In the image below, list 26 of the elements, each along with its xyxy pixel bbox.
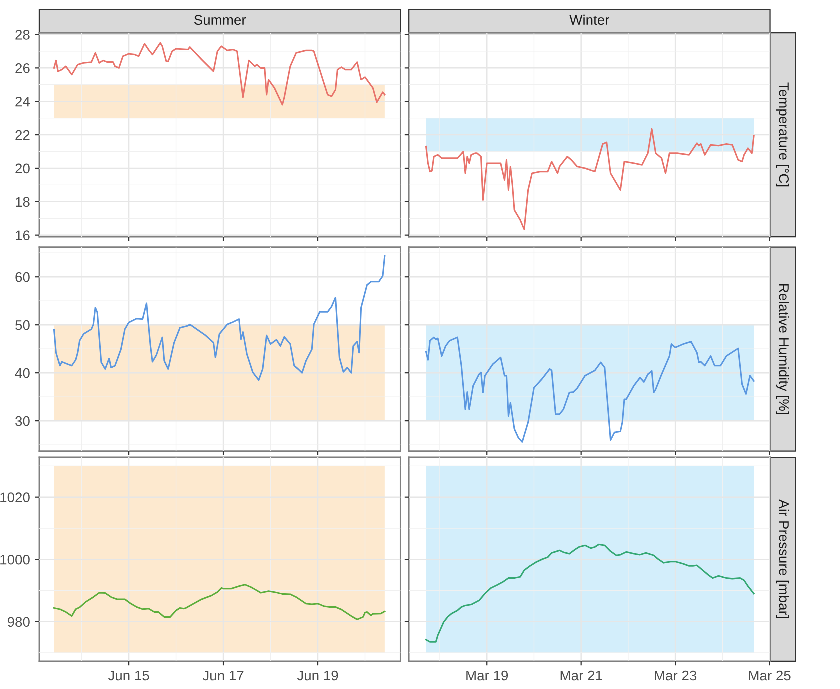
y-tick-label: 22 bbox=[16, 130, 30, 140]
x-tick-label: Jun 17 bbox=[202, 670, 244, 681]
x-tick-label: Jun 15 bbox=[108, 670, 150, 681]
y-tick-label: 40 bbox=[15, 368, 30, 378]
y-tick-label: 18 bbox=[16, 197, 30, 208]
y-axis-title: Air Pressure [mbar] bbox=[776, 500, 790, 618]
x-tick-label: Jun 19 bbox=[297, 670, 338, 681]
y-axis-title: Relative Humidity [%] bbox=[776, 284, 790, 414]
x-tick-label: Mar 23 bbox=[655, 670, 697, 681]
y-tick-label: 1020 bbox=[0, 492, 30, 503]
y-tick-label: 16 bbox=[16, 230, 30, 241]
x-tick-label: Mar 19 bbox=[466, 670, 508, 681]
x-tick-label: Mar 21 bbox=[560, 670, 602, 681]
y-tick-label: 60 bbox=[16, 272, 30, 282]
y-axis-title: Temperature [°C] bbox=[776, 82, 790, 187]
y-tick-label: 24 bbox=[16, 96, 30, 107]
x-tick-label: Mar 25 bbox=[749, 670, 791, 681]
y-tick-label: 980 bbox=[8, 617, 30, 628]
y-tick-label: 26 bbox=[16, 64, 30, 74]
y-tick-label: 28 bbox=[16, 30, 30, 40]
y-tick-label: 1000 bbox=[0, 554, 30, 565]
y-tick-label: 50 bbox=[16, 320, 30, 330]
chart-title: Summer bbox=[194, 15, 246, 26]
y-tick-label: 30 bbox=[16, 416, 30, 426]
chart-title: Winter bbox=[570, 14, 610, 26]
y-tick-label: 20 bbox=[16, 164, 30, 174]
